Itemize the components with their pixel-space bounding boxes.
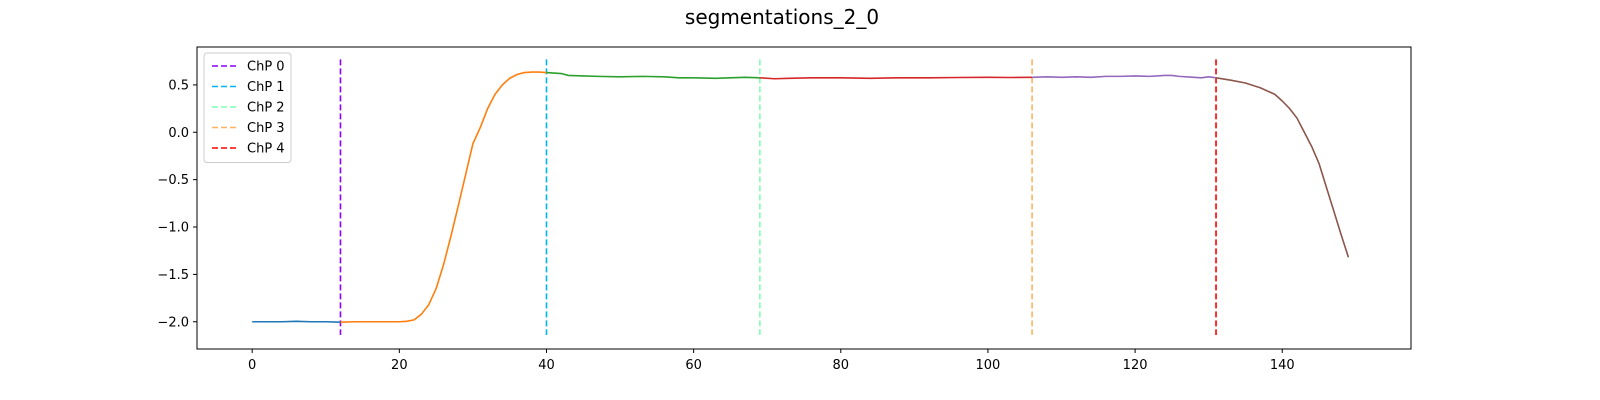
legend-label-3: ChP 3: [247, 121, 285, 136]
axes-layer: 0 20 40 60 80 100 120 140 −2.0 −1.5 −1.0 −0.5 0.0 0.5: [157, 46, 1412, 373]
legend-label-4: ChP 4: [247, 142, 285, 157]
segment-line-0: [252, 320, 341, 324]
x-tick-label: 100: [976, 358, 1001, 373]
chart-legend: ChP 0 ChP 1 ChP 2 ChP 3 ChP 4: [203, 52, 292, 163]
segment-line-1: [340, 71, 547, 324]
x-tick-label: 120: [1123, 358, 1148, 373]
x-tick-label: 140: [1270, 358, 1295, 373]
y-tick-label: −1.5: [157, 268, 189, 283]
changepoint-layer: [339, 59, 1217, 336]
segment-line-3: [759, 76, 1033, 80]
legend-box: [203, 52, 292, 163]
chart-title: segmentations_2_0: [685, 5, 879, 29]
y-tick-label: −0.5: [157, 173, 189, 188]
segment-line-2: [546, 71, 760, 80]
plot-frame: [196, 46, 1412, 350]
legend-label-1: ChP 1: [247, 80, 285, 95]
series-layer: [252, 71, 1350, 324]
segment-line-5: [1215, 77, 1350, 258]
y-tick-label: 0.5: [168, 78, 189, 93]
x-tick-label: 60: [685, 358, 702, 373]
y-tick-label: −2.0: [157, 315, 189, 330]
legend-label-2: ChP 2: [247, 101, 285, 116]
x-tick-label: 0: [248, 358, 256, 373]
x-tick-label: 80: [833, 358, 850, 373]
x-tick-label: 20: [391, 358, 408, 373]
y-tick-label: 0.0: [168, 126, 189, 141]
legend-label-0: ChP 0: [247, 60, 285, 75]
x-tick-label: 40: [538, 358, 555, 373]
y-tick-label: −1.0: [157, 221, 189, 236]
segment-line-4: [1032, 74, 1217, 79]
